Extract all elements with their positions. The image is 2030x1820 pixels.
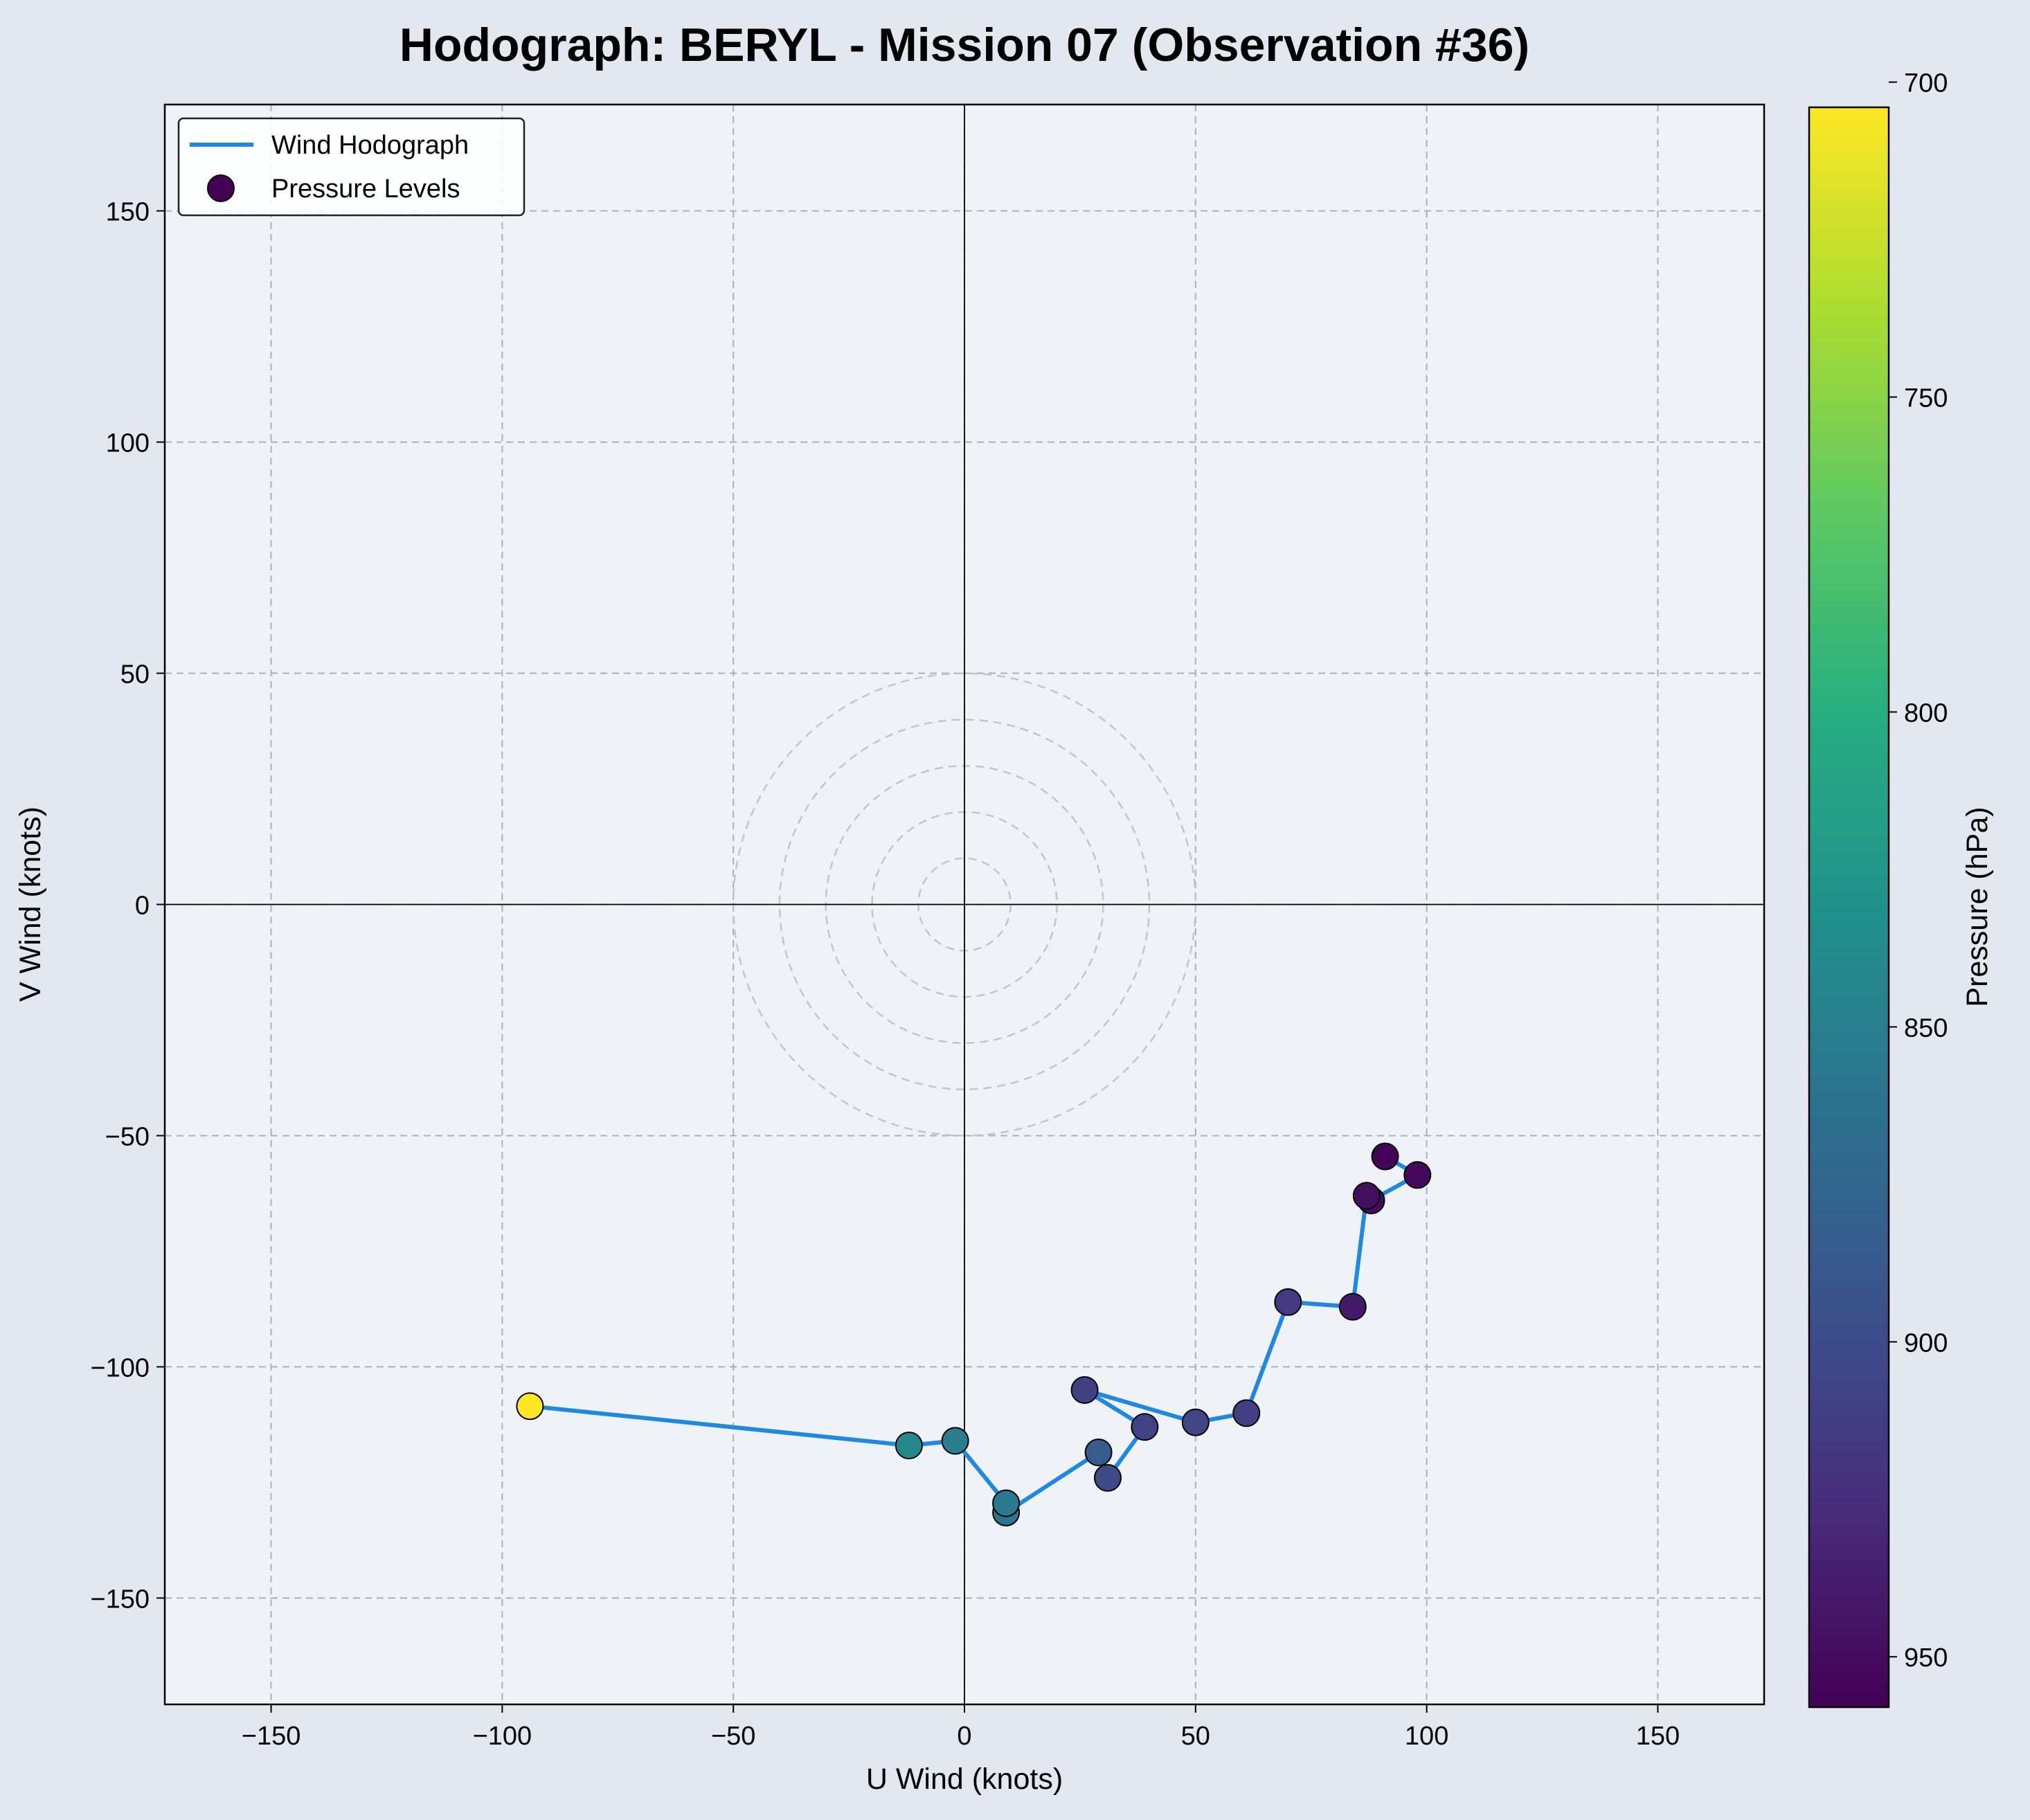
legend-box (177, 117, 526, 217)
x-axis-label: U Wind (knots) (866, 1763, 1063, 1796)
y-tick-label: −50 (105, 1122, 150, 1151)
colorbar-ticks: 700 750 800 850 900 950 (1889, 69, 1948, 1673)
y-tick-label: 150 (106, 198, 150, 227)
pressure-level-point (516, 1392, 544, 1421)
x-tick-label: 0 (957, 1722, 971, 1751)
pressure-level-point (1093, 1463, 1122, 1492)
legend-label-pressure-levels: Pressure Levels (271, 174, 460, 204)
y-tick-label: −150 (90, 1585, 150, 1614)
legend-label-wind-hodograph: Wind Hodograph (271, 131, 469, 160)
pressure-level-point (992, 1489, 1021, 1517)
colorbar-tick-label: 850 (1904, 1013, 1948, 1043)
colorbar-tick-label: 900 (1904, 1328, 1948, 1358)
pressure-level-point (1084, 1438, 1113, 1466)
pressure-level-point (1131, 1413, 1159, 1441)
y-tick-label: 100 (106, 429, 150, 458)
x-tick-label: 150 (1636, 1722, 1680, 1751)
pressure-level-point (1070, 1376, 1099, 1404)
pressure-level-point (895, 1431, 923, 1459)
y-tick-label: 50 (120, 660, 150, 690)
pressure-level-point (1338, 1292, 1367, 1321)
legend-point-swatch (207, 174, 235, 202)
pressure-level-point (941, 1427, 969, 1455)
y-axis-label: V Wind (knots) (14, 807, 47, 1002)
x-tick-label: 50 (1181, 1722, 1210, 1751)
colorbar-tick-label: 700 (1904, 69, 1948, 98)
pressure-level-point (1274, 1288, 1302, 1316)
pressure-level-point (1352, 1182, 1381, 1210)
x-tick-label: −50 (711, 1722, 755, 1751)
colorbar-tick-label: 800 (1904, 699, 1948, 728)
pressure-level-point (1403, 1161, 1432, 1189)
y-tick-label: −100 (90, 1353, 150, 1382)
colorbar-tick-label: 950 (1904, 1643, 1948, 1673)
x-tick-label: −100 (473, 1722, 532, 1751)
pressure-level-point (1232, 1399, 1261, 1427)
y-axis-ticks: −150 −100 −50 0 50 100 150 (90, 198, 165, 1614)
chart-title: Hodograph: BERYL - Mission 07 (Observati… (399, 19, 1529, 71)
pressure-level-point (1181, 1408, 1210, 1436)
pressure-level-point (1371, 1142, 1399, 1171)
colorbar-label: Pressure (hPa) (1961, 807, 1994, 1007)
legend: Wind Hodograph Pressure Levels (177, 117, 526, 217)
colorbar-gradient (1808, 106, 1890, 1709)
x-tick-label: −150 (242, 1722, 301, 1751)
pressure-level-points (516, 1142, 1432, 1526)
colorbar-tick-label: 750 (1904, 384, 1948, 413)
y-tick-label: 0 (135, 892, 150, 921)
x-axis-ticks: −150 −100 −50 0 50 100 150 (242, 1704, 1680, 1751)
x-tick-label: 100 (1405, 1722, 1448, 1751)
